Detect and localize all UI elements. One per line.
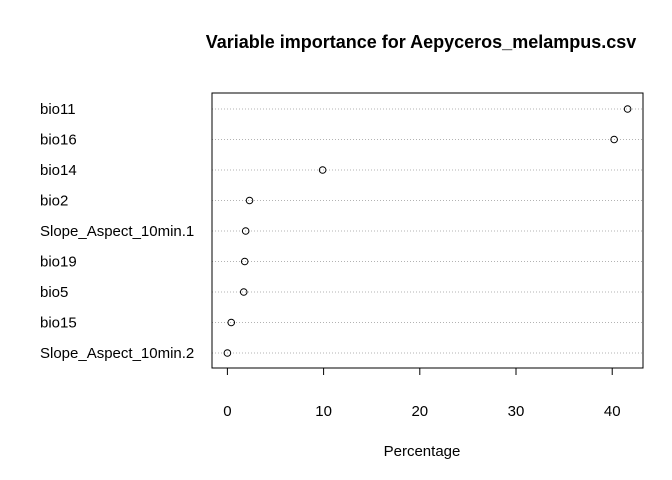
data-point	[239, 288, 248, 296]
category-label: bio5	[40, 284, 68, 301]
category-labels: bio11 bio16 bio14 bio2 Slope_Aspect_10min.1b…	[40, 101, 194, 362]
x-tick-label: 0	[223, 403, 231, 420]
x-tick-label: 40	[604, 403, 621, 420]
category-label: bio15	[40, 315, 77, 332]
x-tick-label: 30	[508, 403, 525, 420]
category-label: bio11	[40, 101, 76, 118]
data-point	[240, 257, 249, 266]
data-point	[318, 166, 327, 174]
x-axis: 0 10 20 30 40	[223, 367, 621, 420]
category-label: bio14	[40, 162, 77, 179]
data-point	[241, 227, 250, 235]
data-point	[623, 105, 632, 113]
category-label: Slope_Aspect_10min.1	[40, 223, 194, 240]
category-label: bio2	[40, 193, 68, 210]
data-point	[245, 196, 254, 205]
category-label: Slope_Aspect_10min.2	[40, 345, 194, 362]
grid-lines	[212, 108, 643, 354]
x-tick-label: 20	[411, 403, 428, 420]
category-label: bio16	[40, 132, 77, 149]
chart-title: Variable importance for Aepyceros_melamp…	[206, 32, 637, 52]
data-point	[223, 349, 232, 357]
category-label: bio19	[40, 254, 77, 271]
x-axis-label: Percentage	[384, 443, 461, 460]
x-tick-label: 10	[315, 403, 332, 420]
data-point	[610, 135, 618, 144]
data-point	[227, 318, 236, 327]
data-points	[223, 105, 632, 357]
